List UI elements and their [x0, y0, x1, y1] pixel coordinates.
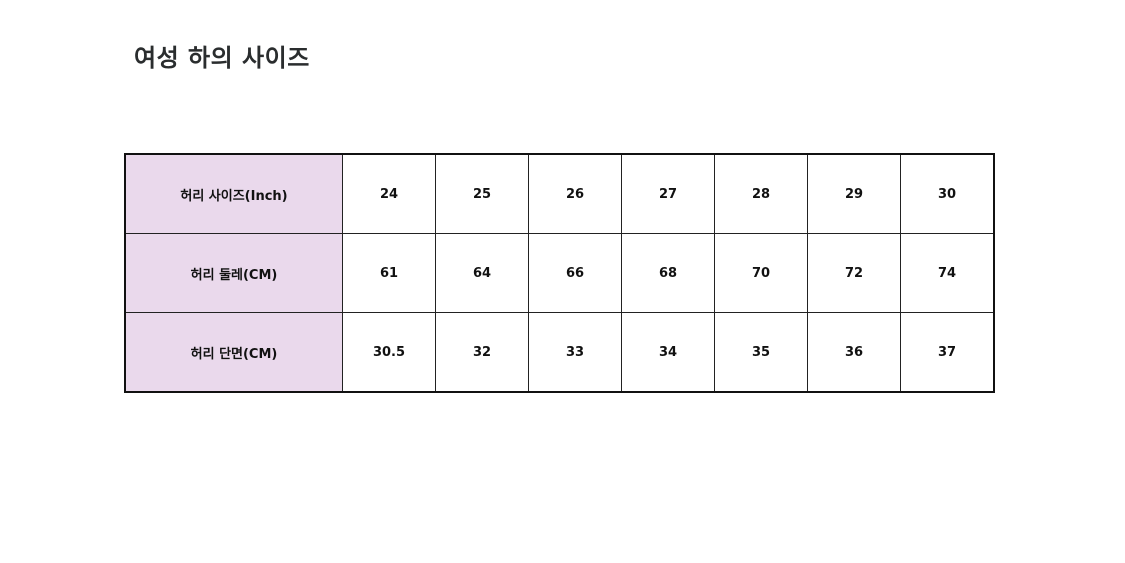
table-cell: 25: [435, 153, 529, 234]
table-cell: 26: [528, 153, 622, 234]
row-header: 허리 사이즈(Inch): [124, 153, 343, 234]
table-cell: 33: [528, 312, 622, 393]
table-cell: 30: [900, 153, 995, 234]
table-cell: 36: [807, 312, 901, 393]
table-cell: 64: [435, 233, 529, 313]
table-cell: 70: [714, 233, 808, 313]
table-cell: 32: [435, 312, 529, 393]
table-cell: 68: [621, 233, 715, 313]
table-cell: 34: [621, 312, 715, 393]
table-row: 허리 사이즈(Inch) 24 25 26 27 28 29 30: [124, 153, 995, 234]
table-row: 허리 둘레(CM) 61 64 66 68 70 72 74: [124, 233, 995, 313]
table-cell: 30.5: [342, 312, 436, 393]
table-cell: 72: [807, 233, 901, 313]
table-cell: 35: [714, 312, 808, 393]
table-cell: 29: [807, 153, 901, 234]
table-cell: 28: [714, 153, 808, 234]
table-cell: 37: [900, 312, 995, 393]
table-cell: 61: [342, 233, 436, 313]
row-header: 허리 둘레(CM): [124, 233, 343, 313]
row-header: 허리 단면(CM): [124, 312, 343, 393]
table-cell: 27: [621, 153, 715, 234]
table-row: 허리 단면(CM) 30.5 32 33 34 35 36 37: [124, 312, 995, 393]
table-cell: 74: [900, 233, 995, 313]
size-table: 허리 사이즈(Inch) 24 25 26 27 28 29 30 허리 둘레(CM) 61 64 6…: [124, 153, 995, 393]
table-cell: 66: [528, 233, 622, 313]
table-cell: 24: [342, 153, 436, 234]
page-title: 여성 하의 사이즈: [134, 44, 310, 72]
